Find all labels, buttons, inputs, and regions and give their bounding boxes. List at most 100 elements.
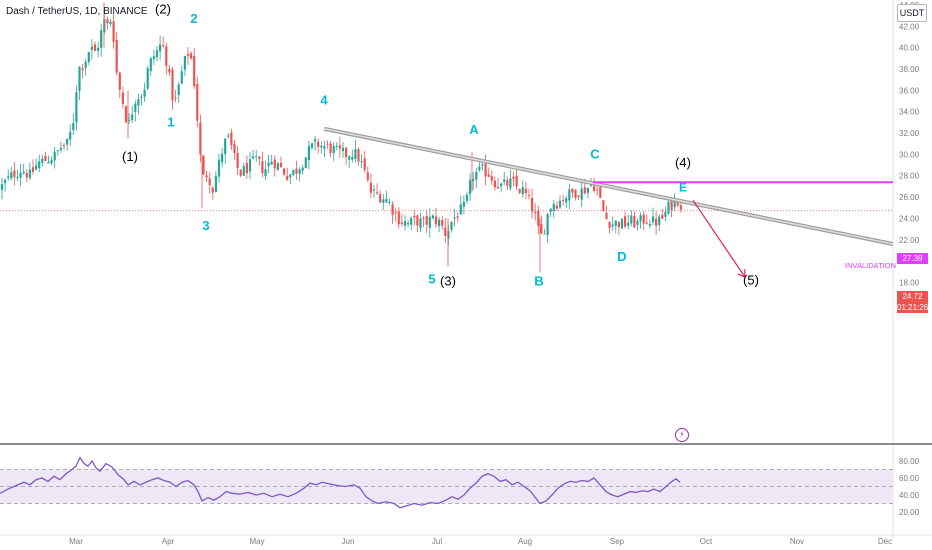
- wave-label: 3: [202, 218, 209, 233]
- wave-label: E: [679, 181, 687, 195]
- candle-body: [645, 222, 648, 224]
- candle-body: [320, 145, 323, 148]
- candle-body: [78, 66, 81, 91]
- lightning-icon[interactable]: ⚡: [675, 428, 689, 442]
- countdown-tag: 01:21:26: [897, 302, 929, 313]
- price-tick-label: 30.00: [899, 150, 920, 159]
- candle-body: [484, 163, 487, 177]
- candle-body: [25, 172, 28, 178]
- candle-body: [379, 194, 382, 203]
- price-tick-label: 38.00: [899, 65, 920, 74]
- candle-body: [416, 215, 419, 226]
- candle-body: [97, 47, 100, 51]
- candle-body: [552, 203, 555, 211]
- candle-body: [183, 56, 186, 70]
- candle-body: [509, 178, 512, 189]
- candle-body: [323, 146, 326, 149]
- candle-body: [667, 201, 670, 214]
- candle-body: [245, 162, 248, 174]
- price-tick-label: 34.00: [899, 108, 920, 117]
- candle-body: [236, 153, 239, 169]
- candle-body: [258, 156, 261, 159]
- rsi-tick-label: 60.00: [899, 474, 920, 483]
- time-tick-label: Mar: [69, 537, 83, 546]
- candle-body: [456, 216, 459, 218]
- candle-body: [453, 217, 456, 219]
- candle-body: [627, 222, 630, 226]
- wave-label: (3): [440, 274, 456, 289]
- candle-body: [261, 161, 264, 174]
- candle-body: [239, 169, 242, 176]
- candle-body: [624, 216, 627, 227]
- candle-body: [314, 139, 317, 142]
- candle-body: [354, 148, 357, 159]
- candle-body: [93, 44, 97, 51]
- candle-body: [360, 161, 363, 163]
- time-tick-label: Jun: [342, 537, 355, 546]
- candle-body: [59, 147, 62, 150]
- candle-body: [673, 198, 676, 208]
- candle-body: [475, 171, 478, 180]
- candle-body: [134, 103, 137, 113]
- candle-body: [658, 216, 661, 225]
- wave-label: 1: [167, 115, 174, 130]
- candle-body: [487, 174, 490, 177]
- candle-body: [87, 52, 90, 63]
- candle-body: [500, 183, 503, 187]
- candle-body: [310, 143, 314, 148]
- candle-body: [472, 178, 475, 181]
- candle-body: [431, 215, 434, 219]
- candle-body: [608, 221, 611, 228]
- candle-body: [589, 184, 593, 186]
- candle-body: [332, 146, 335, 153]
- candle-body: [298, 169, 301, 174]
- candle-body: [162, 45, 165, 47]
- candle-body: [338, 145, 341, 149]
- candle-body: [676, 201, 679, 206]
- candle-body: [205, 175, 208, 178]
- candle-body: [670, 199, 673, 210]
- candle-body: [534, 212, 537, 214]
- candle-body: [651, 216, 655, 223]
- candle-body: [22, 171, 25, 174]
- candle-body: [583, 187, 586, 194]
- candle-body: [490, 176, 493, 181]
- candle-body: [438, 219, 441, 227]
- candle-body: [630, 215, 633, 224]
- candle-body: [208, 178, 211, 186]
- candle-body: [317, 141, 320, 148]
- candle-body: [227, 135, 230, 137]
- currency-selector[interactable]: USDT: [897, 4, 927, 22]
- candle-body: [546, 214, 549, 236]
- candle-body: [512, 176, 515, 179]
- candle-body: [4, 179, 7, 183]
- candle-body: [503, 179, 506, 182]
- price-tick-label: 32.00: [899, 129, 920, 138]
- candle-body: [177, 84, 180, 96]
- candle-body: [617, 222, 620, 228]
- candle-body: [400, 222, 403, 224]
- candle-body: [131, 114, 134, 121]
- candle-body: [428, 216, 431, 228]
- candle-body: [593, 185, 596, 191]
- price-tick-label: 40.00: [899, 44, 920, 53]
- candle-body: [326, 143, 329, 145]
- candle-body: [16, 176, 19, 178]
- candle-body: [270, 161, 273, 165]
- trendline-inner: [323, 128, 894, 245]
- candle-body: [159, 44, 162, 52]
- candle-body: [422, 217, 425, 219]
- candles: [0, 11, 682, 247]
- candle-body: [481, 164, 484, 166]
- candle-body: [413, 215, 416, 218]
- candle-body: [357, 149, 360, 162]
- candle-body: [642, 214, 645, 224]
- candle-body: [469, 179, 472, 194]
- candle-body: [391, 204, 394, 215]
- time-tick-label: Oct: [700, 537, 713, 546]
- candle-body: [137, 99, 140, 106]
- candle-body: [124, 106, 128, 123]
- candle-body: [521, 187, 524, 195]
